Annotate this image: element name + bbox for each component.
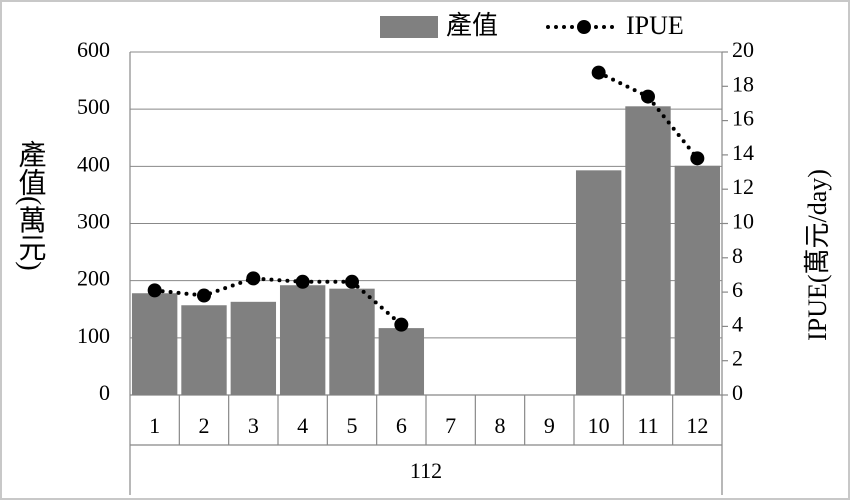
x-tick-label: 6 [396,413,407,438]
y2-tick-label: 18 [732,71,754,96]
x-tick-label: 2 [199,413,210,438]
y-axis-label: 產值(萬元) [15,140,47,271]
y2-tick-label: 4 [732,311,743,336]
y2-tick-label: 0 [732,380,743,405]
marker [246,271,261,286]
y-tick-label: 100 [77,323,110,348]
y2-tick-label: 14 [732,140,754,165]
y2-axis-label: IPUE(萬元/day) [803,169,832,341]
x-tick-label: 3 [248,413,259,438]
y2-tick-label: 20 [732,37,754,62]
marker [295,274,310,289]
y-tick-label: 200 [77,266,110,291]
x-tick-label: 1 [149,413,160,438]
legend-label: 產值 [446,11,498,40]
y2-tick-label: 16 [732,106,754,131]
marker [591,65,606,80]
marker [197,288,211,303]
x-group-label: 112 [410,458,442,483]
y2-tick-label: 2 [732,346,743,371]
x-tick-label: 12 [686,413,708,438]
x-tick-label: 5 [347,413,358,438]
x-tick-label: 7 [445,413,456,438]
bar [329,288,375,395]
bar [279,285,326,395]
bar [674,165,721,395]
x-tick-label: 8 [495,413,506,438]
marker [394,317,409,332]
y2-tick-label: 10 [732,209,754,234]
y2-tick-label: 6 [732,277,743,302]
bar [230,301,277,395]
legend-label: IPUE [626,11,684,40]
bar [131,293,178,395]
x-tick-label: 4 [297,413,308,438]
marker [641,89,655,104]
bar [181,305,227,395]
legend-swatch [380,16,438,38]
bar [625,106,671,395]
marker [147,283,162,298]
y-tick-label: 400 [77,151,110,176]
marker [690,151,705,166]
bar [575,170,622,395]
y2-tick-label: 12 [732,174,754,199]
y-tick-label: 300 [77,209,110,234]
y-tick-label: 0 [99,380,110,405]
legend-marker [577,20,591,34]
marker [345,274,359,289]
x-tick-label: 11 [637,413,658,438]
bar [378,328,425,395]
x-tick-label: 9 [544,413,555,438]
y-tick-label: 600 [77,37,110,62]
y-tick-label: 500 [77,94,110,119]
x-tick-label: 10 [588,413,610,438]
y2-tick-label: 8 [732,243,743,268]
